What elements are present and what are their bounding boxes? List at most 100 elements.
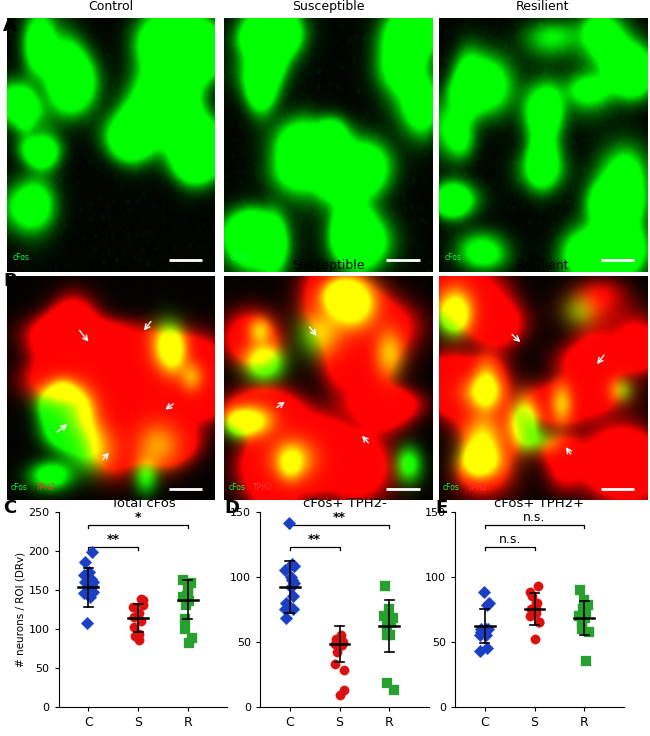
Point: [332, 646, 342, 658]
Text: Resilient: Resilient: [516, 0, 569, 13]
Point: [530, 604, 541, 615]
Point: [582, 599, 593, 611]
Y-axis label: # neurons / ROI (DRv): # neurons / ROI (DRv): [16, 551, 25, 667]
Point: [579, 594, 590, 606]
Point: [389, 684, 399, 696]
Point: [183, 584, 193, 595]
Point: [285, 581, 296, 592]
Point: [575, 584, 585, 595]
Point: [532, 597, 542, 609]
Point: [382, 629, 392, 641]
Text: TPH2: TPH2: [254, 483, 273, 492]
Point: [476, 626, 487, 638]
Point: [79, 570, 89, 581]
Point: [133, 631, 144, 643]
Point: [288, 604, 298, 615]
Point: [180, 613, 190, 625]
Point: [129, 621, 139, 633]
Text: n.s.: n.s.: [499, 533, 521, 545]
Point: [577, 612, 588, 624]
Point: [387, 612, 398, 624]
Point: [382, 677, 392, 689]
Point: [383, 616, 393, 628]
Point: [530, 633, 540, 645]
Text: C: C: [3, 499, 16, 517]
Point: [384, 604, 395, 615]
Point: [525, 604, 536, 615]
Point: [85, 573, 96, 585]
Point: [339, 684, 350, 696]
Point: [281, 612, 292, 624]
Point: [283, 517, 294, 529]
Point: [335, 640, 346, 651]
Text: Resilient: Resilient: [516, 258, 569, 272]
Point: [88, 576, 98, 587]
Point: [80, 556, 90, 568]
Point: [580, 655, 591, 667]
Point: [384, 629, 395, 641]
Point: [379, 609, 389, 621]
Text: TPH2: TPH2: [36, 483, 55, 492]
Point: [134, 628, 144, 640]
Point: [580, 606, 591, 618]
Point: [184, 595, 194, 607]
Point: [385, 616, 396, 628]
Point: [574, 609, 584, 621]
Point: [84, 566, 94, 578]
Point: [478, 587, 489, 598]
Point: [484, 597, 495, 609]
Point: [88, 586, 98, 598]
Point: [525, 609, 536, 621]
Point: [178, 574, 188, 586]
Point: [482, 599, 492, 611]
Point: [530, 607, 541, 619]
Point: [483, 623, 493, 634]
Text: cFos: cFos: [445, 253, 462, 262]
Point: [280, 604, 291, 615]
Point: [186, 578, 196, 590]
Point: [335, 689, 345, 701]
Point: [534, 616, 545, 628]
Point: [475, 629, 486, 641]
Point: [285, 570, 296, 582]
Point: [80, 576, 90, 587]
Point: [382, 620, 393, 631]
Point: [130, 631, 140, 643]
Point: [525, 587, 535, 598]
Point: [82, 618, 92, 629]
Point: [181, 590, 192, 601]
Point: [281, 597, 292, 609]
Text: E: E: [436, 499, 448, 517]
Point: [86, 546, 97, 558]
Point: [330, 638, 340, 650]
Text: *: *: [135, 512, 141, 524]
Point: [180, 623, 190, 634]
Point: [584, 626, 594, 638]
Point: [335, 633, 346, 645]
Point: [578, 604, 588, 615]
Title: Total cFos: Total cFos: [111, 498, 176, 510]
Point: [289, 560, 300, 572]
Point: [530, 597, 541, 609]
Text: B: B: [3, 272, 17, 290]
Point: [475, 645, 486, 657]
Point: [134, 634, 144, 646]
Text: A: A: [3, 17, 17, 35]
Point: [135, 615, 146, 626]
Point: [187, 632, 198, 644]
Point: [129, 611, 139, 623]
Point: [85, 592, 96, 604]
Title: cFos+ TPH2-: cFos+ TPH2-: [302, 498, 387, 510]
Point: [181, 599, 191, 611]
Text: Control: Control: [88, 258, 133, 272]
Point: [337, 636, 348, 648]
Point: [289, 577, 300, 589]
Point: [337, 640, 347, 651]
Point: [577, 616, 587, 628]
Title: cFos+ TPH2+: cFos+ TPH2+: [495, 498, 584, 510]
Point: [526, 590, 537, 602]
Point: [330, 658, 341, 670]
Point: [380, 580, 390, 592]
Text: Susceptible: Susceptible: [292, 258, 365, 272]
Point: [339, 665, 349, 676]
